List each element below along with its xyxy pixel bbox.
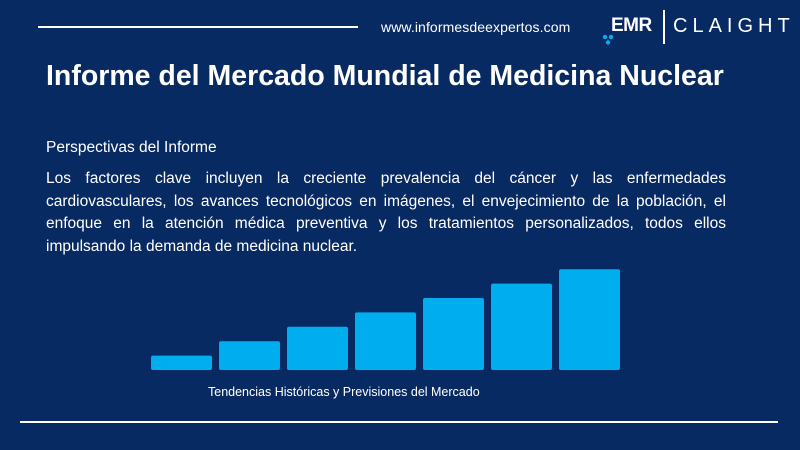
header-divider: [38, 26, 358, 28]
logo-claight-text: CLAIGHT: [673, 15, 795, 37]
chart-bar-1: [151, 355, 212, 370]
chart-bar-6: [491, 283, 552, 370]
chart-bar-5: [423, 298, 484, 370]
logo-emr-text: EMR: [611, 15, 652, 36]
chart-bar-7: [559, 269, 620, 370]
report-subtitle: Perspectivas del Informe: [46, 139, 217, 156]
chart-bar-4: [355, 312, 416, 370]
chart-bar-3: [287, 326, 348, 370]
website-url[interactable]: www.informesdeexpertos.com: [381, 19, 571, 35]
chart-caption: Tendencias Históricas y Previsiones del …: [208, 385, 480, 399]
logo-dots-icon: [602, 34, 614, 45]
emr-claight-logo: EMR CLAIGHT: [600, 8, 792, 48]
logo-separator: [663, 10, 665, 44]
report-title: Informe del Mercado Mundial de Medicina …: [46, 60, 724, 92]
footer-divider: [20, 421, 778, 423]
report-description: Los factores clave incluyen la creciente…: [46, 170, 726, 255]
chart-bar-2: [219, 341, 280, 370]
